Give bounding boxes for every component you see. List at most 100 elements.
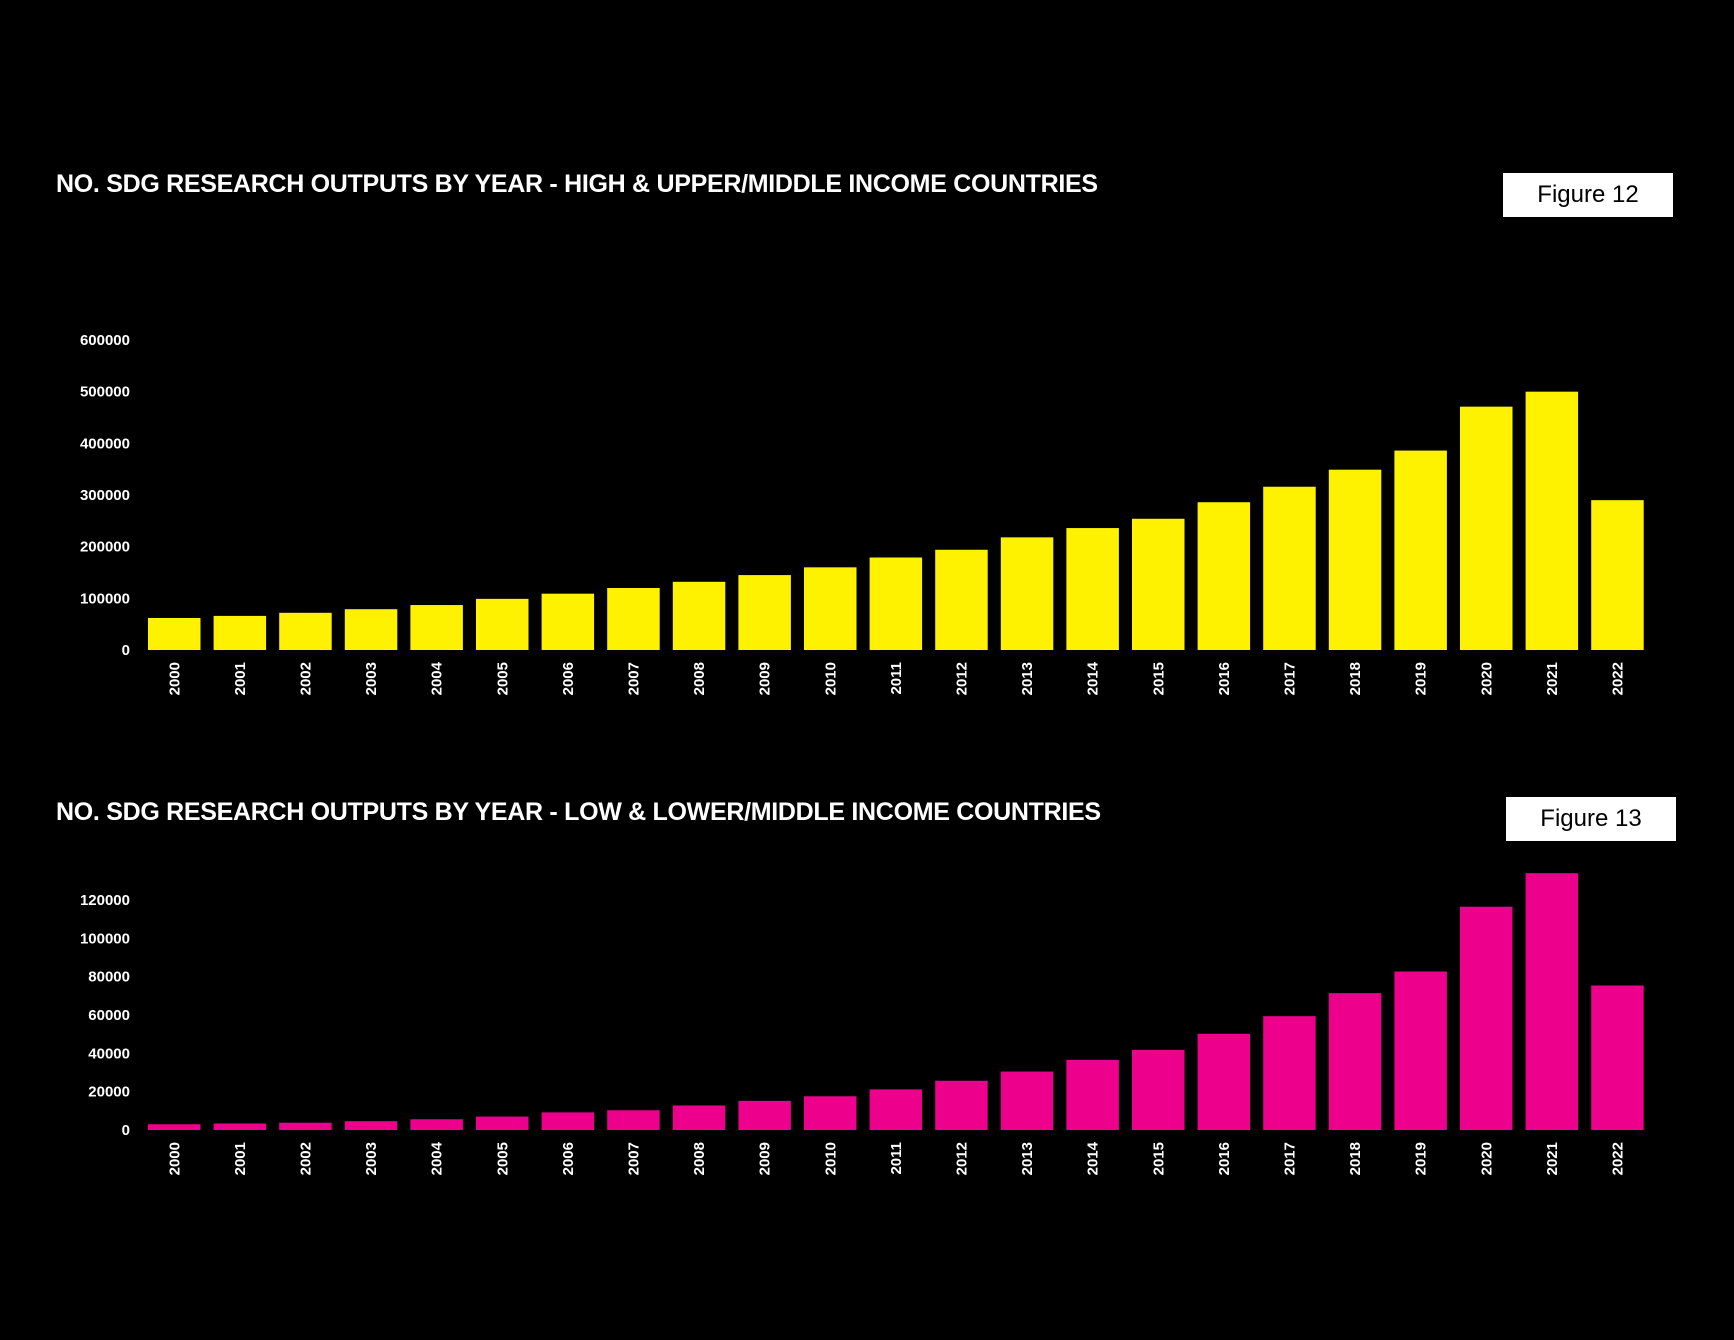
x-tick-label: 2000	[166, 662, 183, 695]
bar-2015	[1132, 1049, 1185, 1130]
y-tick-label: 20000	[88, 1084, 130, 1101]
bar-2007	[607, 588, 660, 650]
x-tick-label: 2008	[691, 1142, 708, 1175]
x-tick-label: 2020	[1478, 662, 1495, 695]
x-tick-label: 2001	[232, 1142, 249, 1175]
bar-2009	[738, 575, 791, 650]
bar-2008	[672, 1105, 726, 1130]
y-tick-label: 40000	[88, 1045, 130, 1062]
x-tick-label: 2001	[232, 662, 249, 695]
x-tick-label: 2010	[822, 662, 839, 695]
x-tick-label: 2011	[888, 662, 905, 695]
bar-2015	[1132, 518, 1185, 650]
bar-2018	[1328, 469, 1382, 650]
bar-2004	[410, 1119, 463, 1130]
bar-2006	[541, 1112, 595, 1130]
bar-2010	[804, 567, 857, 650]
bar-2020	[1460, 406, 1513, 650]
bar-2003	[344, 609, 398, 650]
bar-2003	[344, 1121, 398, 1130]
y-tick-label: 600000	[80, 332, 130, 349]
y-tick-label: 80000	[88, 969, 130, 986]
y-tick-label: 100000	[80, 590, 130, 607]
figure-label: Figure 13	[1506, 797, 1676, 841]
x-tick-label: 2014	[1085, 661, 1102, 695]
x-tick-label: 2019	[1413, 662, 1430, 695]
x-tick-label: 2011	[888, 1142, 905, 1175]
bar-2019	[1394, 450, 1447, 650]
x-tick-label: 2007	[625, 1142, 642, 1175]
bar-2001	[213, 1123, 267, 1130]
bar-2011	[869, 557, 923, 650]
x-tick-label: 2017	[1281, 1142, 1298, 1175]
bar-2021	[1525, 873, 1579, 1130]
bar-chart-high-income: 600000 500000 400000 300000 200000 100000 0 200…	[80, 332, 1644, 695]
y-tick-label: 300000	[80, 487, 130, 504]
x-tick-label: 2003	[363, 662, 380, 695]
x-tick-label: 2004	[429, 1141, 446, 1175]
x-tick-label: 2012	[953, 1142, 970, 1175]
figure-label: Figure 12	[1503, 173, 1673, 217]
bar-2002	[279, 1122, 332, 1130]
x-tick-label: 2012	[953, 662, 970, 695]
x-tick-label: 2018	[1347, 662, 1364, 695]
x-tick-label: 2010	[822, 1142, 839, 1175]
chart-title: NO. SDG RESEARCH OUTPUTS BY YEAR - LOW &…	[56, 798, 1101, 826]
y-tick-label: 100000	[80, 930, 130, 947]
bar-2008	[672, 581, 726, 650]
y-tick-label: 120000	[80, 892, 130, 909]
x-tick-label: 2002	[297, 1142, 314, 1175]
bar-2017	[1263, 486, 1316, 650]
bar-2000	[148, 617, 201, 650]
bar-2019	[1394, 971, 1447, 1130]
bar-2004	[410, 605, 463, 650]
x-tick-label: 2005	[494, 662, 511, 695]
x-tick-label: 2021	[1544, 1142, 1561, 1175]
bar-2020	[1460, 906, 1513, 1130]
y-tick-label: 200000	[80, 539, 130, 556]
x-tick-label: 2004	[429, 661, 446, 695]
bar-2005	[476, 1116, 529, 1130]
chart-title: NO. SDG RESEARCH OUTPUTS BY YEAR - HIGH …	[56, 170, 1098, 198]
y-tick-label: 0	[122, 1122, 130, 1139]
bar-2013	[1000, 537, 1054, 650]
x-tick-label: 2009	[757, 1142, 774, 1175]
bar-2010	[804, 1096, 857, 1130]
bar-2017	[1263, 1016, 1316, 1130]
x-tick-label: 2013	[1019, 662, 1036, 695]
bar-2002	[279, 612, 332, 650]
bar-2016	[1197, 1033, 1251, 1130]
x-tick-label: 2015	[1150, 662, 1167, 695]
x-tick-label: 2009	[757, 662, 774, 695]
x-tick-label: 2021	[1544, 662, 1561, 695]
bar-chart-low-income: 120000 100000 80000 60000 40000 20000 0 2000 200…	[80, 873, 1644, 1175]
x-tick-label: 2007	[625, 662, 642, 695]
x-tick-label: 2002	[297, 662, 314, 695]
x-tick-label: 2013	[1019, 1142, 1036, 1175]
x-tick-label: 2014	[1085, 1141, 1102, 1175]
y-tick-label: 500000	[80, 384, 130, 401]
x-tick-label: 2005	[494, 1142, 511, 1175]
bar-2013	[1000, 1071, 1054, 1130]
bar-2018	[1328, 993, 1382, 1130]
x-tick-label: 2017	[1281, 662, 1298, 695]
bar-2016	[1197, 502, 1251, 650]
x-tick-label: 2022	[1609, 662, 1626, 695]
bar-2022	[1591, 500, 1644, 650]
bar-2014	[1066, 1059, 1119, 1130]
y-tick-label: 400000	[80, 435, 130, 452]
x-tick-label: 2006	[560, 1142, 577, 1175]
x-tick-label: 2020	[1478, 1142, 1495, 1175]
bar-2000	[148, 1124, 201, 1130]
x-tick-label: 2000	[166, 1142, 183, 1175]
bar-2009	[738, 1100, 791, 1130]
y-tick-label: 0	[122, 642, 130, 659]
x-tick-label: 2008	[691, 662, 708, 695]
bar-2022	[1591, 985, 1644, 1130]
x-tick-label: 2015	[1150, 1142, 1167, 1175]
x-tick-label: 2006	[560, 662, 577, 695]
bar-2021	[1525, 391, 1579, 650]
x-tick-label: 2016	[1216, 662, 1233, 695]
bar-2001	[213, 615, 267, 650]
x-tick-label: 2022	[1609, 1142, 1626, 1175]
